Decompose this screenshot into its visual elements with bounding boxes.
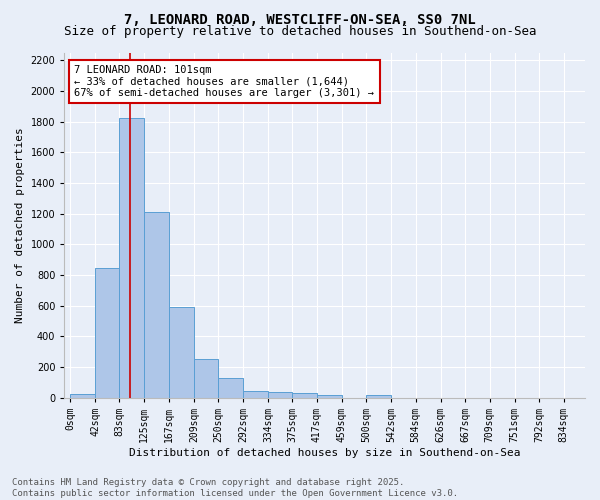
Bar — [317, 394, 342, 398]
Bar — [70, 394, 95, 398]
X-axis label: Distribution of detached houses by size in Southend-on-Sea: Distribution of detached houses by size … — [129, 448, 520, 458]
Text: Contains HM Land Registry data © Crown copyright and database right 2025.
Contai: Contains HM Land Registry data © Crown c… — [12, 478, 458, 498]
Text: 7, LEONARD ROAD, WESTCLIFF-ON-SEA, SS0 7NL: 7, LEONARD ROAD, WESTCLIFF-ON-SEA, SS0 7… — [124, 12, 476, 26]
Bar — [292, 394, 317, 398]
Bar — [243, 391, 268, 398]
Bar — [144, 212, 169, 398]
Text: 7 LEONARD ROAD: 101sqm
← 33% of detached houses are smaller (1,644)
67% of semi-: 7 LEONARD ROAD: 101sqm ← 33% of detached… — [74, 65, 374, 98]
Bar — [218, 378, 243, 398]
Bar — [268, 392, 292, 398]
Y-axis label: Number of detached properties: Number of detached properties — [15, 127, 25, 323]
Text: Size of property relative to detached houses in Southend-on-Sea: Size of property relative to detached ho… — [64, 25, 536, 38]
Bar — [119, 118, 144, 398]
Bar — [95, 268, 119, 398]
Bar — [366, 396, 391, 398]
Bar — [194, 358, 218, 398]
Bar — [169, 307, 194, 398]
